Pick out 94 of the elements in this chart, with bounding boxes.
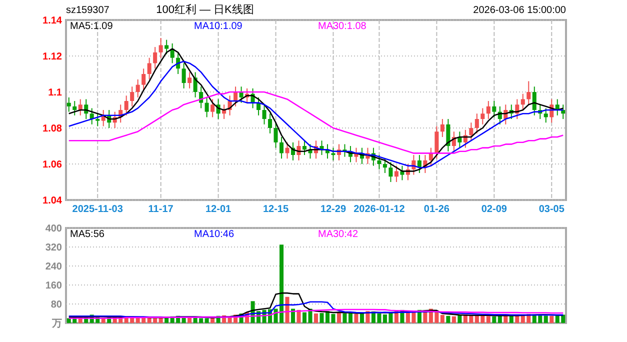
candlestick xyxy=(520,93,525,110)
y-tick-label: 160 xyxy=(45,280,62,292)
x-tick-label: 12-15 xyxy=(262,204,289,215)
candlestick xyxy=(147,57,152,80)
candlestick xyxy=(210,98,215,118)
candlestick xyxy=(285,142,290,160)
candlestick xyxy=(268,113,272,134)
bar xyxy=(509,316,514,323)
candlestick xyxy=(193,72,198,98)
y-tick-label: 320 xyxy=(45,242,62,254)
candlestick xyxy=(388,162,393,182)
candlestick xyxy=(124,95,128,116)
candlestick xyxy=(480,108,485,125)
bar xyxy=(452,316,456,323)
candlestick xyxy=(188,72,192,89)
x-tick-label: 02-09 xyxy=(481,204,508,215)
candlestick xyxy=(96,113,100,127)
y-tick-label: 80 xyxy=(50,300,62,310)
x-tick-label: 12-01 xyxy=(206,204,232,215)
candlestick xyxy=(463,129,468,148)
candlestick xyxy=(532,86,536,116)
text: 2026-03-06 15:00:00 xyxy=(473,5,566,16)
bar xyxy=(544,316,548,323)
bar xyxy=(446,316,450,323)
bar xyxy=(314,314,318,323)
candlestick xyxy=(280,136,284,160)
candlestick xyxy=(492,100,496,118)
candlestick xyxy=(394,165,398,182)
bar xyxy=(354,314,358,323)
x-tick-label: 03-05 xyxy=(538,204,565,215)
x-tick-label: 12-29 xyxy=(320,204,346,215)
bar xyxy=(492,316,496,323)
bar xyxy=(550,316,554,323)
x-tick-label: 2025-11-03 xyxy=(72,204,124,215)
candlestick xyxy=(382,158,387,174)
candlestick xyxy=(262,104,266,125)
text: MA5:1.09 xyxy=(70,21,114,32)
y-tick-label: 400 xyxy=(45,224,62,234)
candlestick xyxy=(182,62,186,89)
chart-subtitle: sz159307 xyxy=(66,5,110,16)
candlestick xyxy=(486,100,490,120)
y-tick-label: 1.08 xyxy=(42,124,62,134)
bar xyxy=(348,313,352,323)
bar xyxy=(296,310,301,323)
text: MA10:1.09 xyxy=(194,21,243,32)
candlestick xyxy=(331,147,336,161)
candlestick xyxy=(446,118,450,152)
y-tick-label: 1.12 xyxy=(42,52,62,62)
text: MA5:56 xyxy=(70,229,105,240)
x-tick-label: 01-26 xyxy=(424,204,450,215)
bar xyxy=(423,312,428,323)
bar xyxy=(204,318,209,323)
candlestick xyxy=(136,78,140,98)
bar xyxy=(486,316,490,323)
candlestick xyxy=(544,108,548,124)
x-tick-label: 2026-01-12 xyxy=(354,204,406,215)
y-tick-label: 万 xyxy=(51,318,62,330)
bar xyxy=(336,312,341,323)
candlestick xyxy=(142,68,146,91)
y-tick-label: 1.1 xyxy=(48,88,62,98)
candlestick xyxy=(66,96,71,112)
y-tick-label: 1.06 xyxy=(42,160,62,170)
bar xyxy=(342,314,347,323)
bar xyxy=(440,314,444,323)
line-series xyxy=(68,308,564,319)
candlestick xyxy=(153,46,158,70)
candlestick xyxy=(164,39,169,55)
y-tick-label: 1.14 xyxy=(42,16,62,26)
candlestick xyxy=(434,126,439,160)
candlestick xyxy=(526,80,531,106)
candlestick xyxy=(377,154,382,170)
candlestick xyxy=(561,104,566,120)
candlestick xyxy=(130,86,134,107)
chart-title: 100红利 — 日K线图 xyxy=(156,3,254,16)
candlestick xyxy=(72,100,77,116)
bar xyxy=(164,318,169,323)
y-tick-label: 1.04 xyxy=(42,196,62,206)
candlestick xyxy=(400,165,404,181)
candlestick xyxy=(158,38,163,58)
text: MA30:1.08 xyxy=(318,21,367,32)
candlestick xyxy=(469,122,474,142)
x-tick-label: 11-17 xyxy=(148,204,174,215)
candlestick xyxy=(239,86,244,104)
candlestick xyxy=(474,113,479,134)
candlestick xyxy=(440,118,444,138)
candlestick xyxy=(204,96,209,118)
candlestick xyxy=(302,140,307,156)
text: MA10:46 xyxy=(194,229,234,240)
candlestick xyxy=(274,122,278,148)
text: MA30:42 xyxy=(318,229,358,240)
candlestick xyxy=(78,98,82,116)
bar xyxy=(458,315,462,323)
bar xyxy=(188,318,192,323)
y-tick-label: 240 xyxy=(45,262,62,272)
